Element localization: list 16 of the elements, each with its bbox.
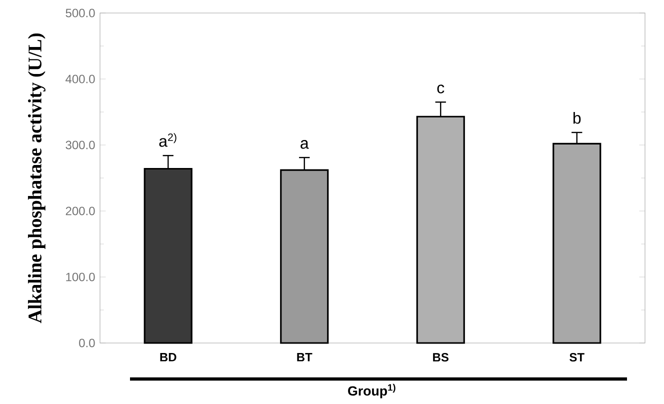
annotation: a bbox=[300, 140, 309, 149]
x-tick-label: BT bbox=[297, 353, 312, 362]
y-tick-label: 0.0 bbox=[79, 338, 95, 348]
y-tick-label: 500.0 bbox=[66, 8, 95, 18]
y-tick-label: 200.0 bbox=[66, 206, 95, 216]
annotation: b bbox=[573, 112, 581, 124]
x-tick-label: BD bbox=[160, 353, 176, 362]
annotation: a$^{2)}$ bbox=[159, 133, 176, 147]
x-tick-label: ST bbox=[570, 353, 584, 362]
y-tick-label: 300.0 bbox=[66, 140, 95, 150]
y-axis-title: Alkaline phosphatase activity (U/L) bbox=[28, 34, 46, 324]
y-tick-label: 100.0 bbox=[66, 272, 95, 282]
y-tick-label: 400.0 bbox=[66, 74, 95, 84]
x-tick-label: BS bbox=[433, 353, 448, 362]
x-axis-title: Group$^{1)}$ bbox=[348, 384, 396, 398]
annotation: c bbox=[437, 84, 444, 94]
